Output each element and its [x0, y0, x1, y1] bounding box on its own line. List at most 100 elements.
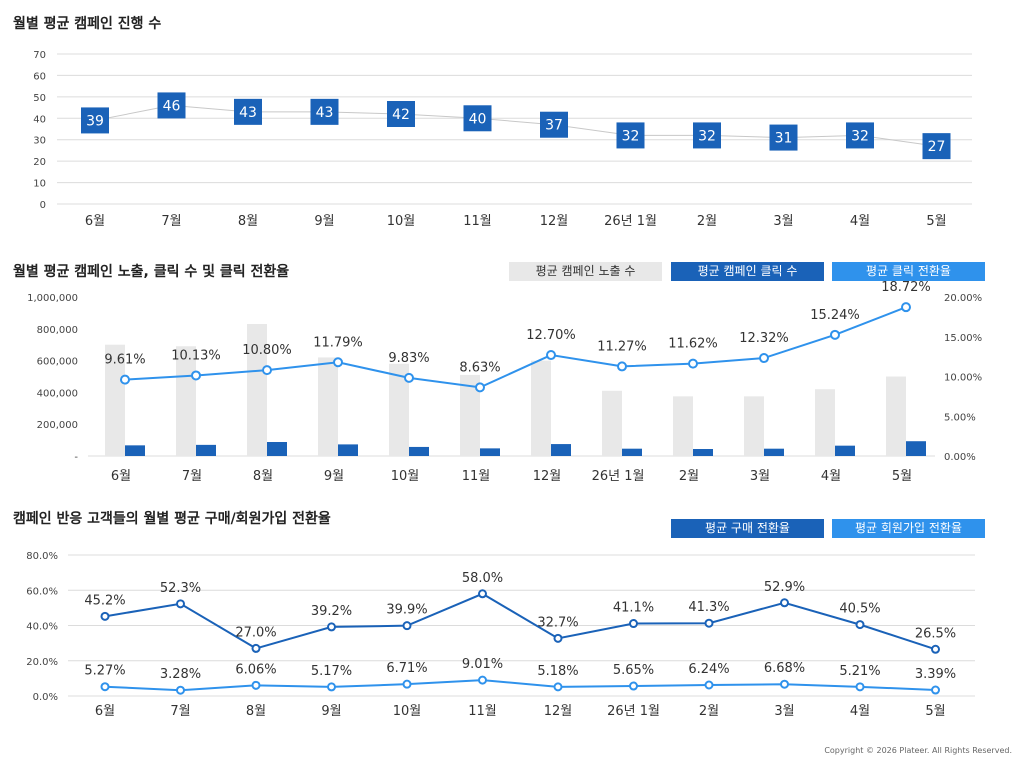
purchase-data-label: 39.9% [386, 603, 427, 618]
x-tick-label: 3월 [750, 469, 770, 484]
purchase-line [104, 592, 936, 651]
ctr-point [262, 365, 272, 376]
y-tick-label: 80.0% [26, 551, 58, 562]
y-tick-label: 800,000 [37, 325, 78, 336]
signup-data-label: 6.68% [764, 661, 805, 676]
ctr-data-label: 10.13% [171, 348, 221, 363]
signup-point [931, 685, 940, 695]
y-tick-label: 0.0% [33, 692, 58, 703]
ctr-data-label: 12.32% [739, 331, 789, 346]
x-tick-label: 7월 [170, 704, 190, 719]
x-tick-label: 12월 [533, 469, 562, 484]
x-tick-label: 8월 [253, 469, 273, 484]
data-label: 46 [163, 98, 181, 114]
y2-tick-label: 5.00% [944, 412, 976, 423]
signup-data-label: 5.17% [311, 664, 352, 679]
signup-data-label: 5.65% [613, 663, 654, 678]
bar-clicks [906, 441, 926, 456]
chart1-title: 월별 평균 캠페인 진행 수 [13, 16, 162, 32]
x-tick-label: 6월 [95, 704, 115, 719]
bar-impressions [815, 389, 835, 456]
x-tick-label: 2월 [679, 469, 699, 484]
legend-purchase: 평균 구매 전환율 [671, 519, 824, 538]
x-tick-label: 11월 [462, 469, 491, 484]
y-tick-label: 60 [33, 71, 46, 82]
bar-impressions [318, 357, 338, 456]
x-tick-label: 26년 1월 [604, 214, 657, 229]
purchase-point [629, 619, 638, 629]
bar-clicks [764, 448, 784, 456]
ctr-data-label: 11.27% [597, 339, 647, 354]
x-tick-label: 9월 [314, 214, 334, 229]
ctr-data-label: 9.61% [104, 353, 145, 368]
x-tick-label: 10월 [391, 469, 420, 484]
x-tick-label: 2월 [699, 704, 719, 719]
ctr-point [901, 302, 911, 313]
y-tick-label: 70 [33, 50, 46, 61]
data-box [234, 98, 262, 125]
data-label: 39 [86, 113, 104, 129]
data-label: 32 [622, 128, 640, 144]
bar-clicks [551, 444, 571, 456]
copyright: Copyright © 2026 Plateer. All Rights Res… [824, 746, 1012, 755]
bar-clicks [622, 448, 642, 456]
ctr-point [120, 374, 130, 385]
bar-impressions [602, 390, 622, 456]
data-box [922, 133, 951, 160]
purchase-data-label: 26.5% [915, 626, 956, 641]
bar-impressions [247, 324, 267, 456]
bar-clicks [267, 442, 287, 456]
y-tick-label: 20.0% [26, 657, 58, 668]
x-tick-label: 10월 [387, 214, 416, 229]
signup-point [704, 680, 714, 690]
data-label: 32 [851, 128, 869, 144]
ctr-data-label: 8.63% [459, 360, 500, 375]
ctr-data-label: 15.24% [810, 308, 860, 323]
signup-point [553, 682, 563, 692]
x-tick-label: 7월 [182, 469, 202, 484]
x-tick-label: 12월 [544, 704, 573, 719]
x-tick-label: 5월 [892, 469, 912, 484]
ctr-point [617, 361, 627, 372]
data-label: 43 [239, 105, 257, 121]
purchase-data-label: 52.3% [160, 581, 201, 596]
ctr-data-label: 10.80% [242, 343, 292, 358]
y-tick-label: 40 [33, 114, 46, 125]
y-tick-label: 0 [40, 200, 46, 211]
chart2-impressions-clicks: - 200,000 400,000 600,000 800,000 1,000,000 0.… [27, 280, 982, 484]
x-tick-label: 4월 [821, 469, 841, 484]
signup-point [478, 675, 487, 685]
bar-clicks [125, 445, 145, 456]
data-label: 37 [545, 118, 563, 134]
data-label: 43 [316, 105, 334, 121]
x-tick-label: 6월 [111, 469, 131, 484]
bar-impressions [176, 346, 196, 456]
purchase-data-label: 58.0% [462, 571, 503, 586]
x-tick-label: 5월 [925, 704, 945, 719]
signup-data-label: 5.18% [537, 664, 578, 679]
data-label: 31 [775, 131, 793, 147]
x-tick-label: 5월 [926, 214, 946, 229]
bar-clicks [480, 448, 500, 456]
x-tick-label: 26년 1월 [607, 704, 660, 719]
purchase-point [553, 633, 563, 643]
x-tick-label: 26년 1월 [592, 469, 645, 484]
data-label: 27 [928, 139, 946, 155]
signup-line [104, 679, 936, 692]
y-tick-label: 1,000,000 [27, 293, 78, 304]
purchase-point [780, 598, 789, 608]
data-box [387, 101, 415, 127]
signup-data-label: 6.71% [386, 661, 427, 676]
ctr-data-label: 18.72% [881, 280, 931, 295]
ctr-point [546, 350, 556, 361]
purchase-point [855, 620, 865, 630]
y2-tick-label: 20.00% [944, 293, 982, 304]
data-label: 40 [469, 111, 487, 127]
purchase-point [251, 643, 261, 653]
data-box [540, 111, 568, 138]
y-tick-label: - [74, 452, 78, 463]
y-tick-label: 30 [33, 136, 46, 147]
signup-point [100, 682, 110, 692]
x-tick-label: 9월 [324, 469, 344, 484]
bar-impressions [744, 396, 764, 456]
